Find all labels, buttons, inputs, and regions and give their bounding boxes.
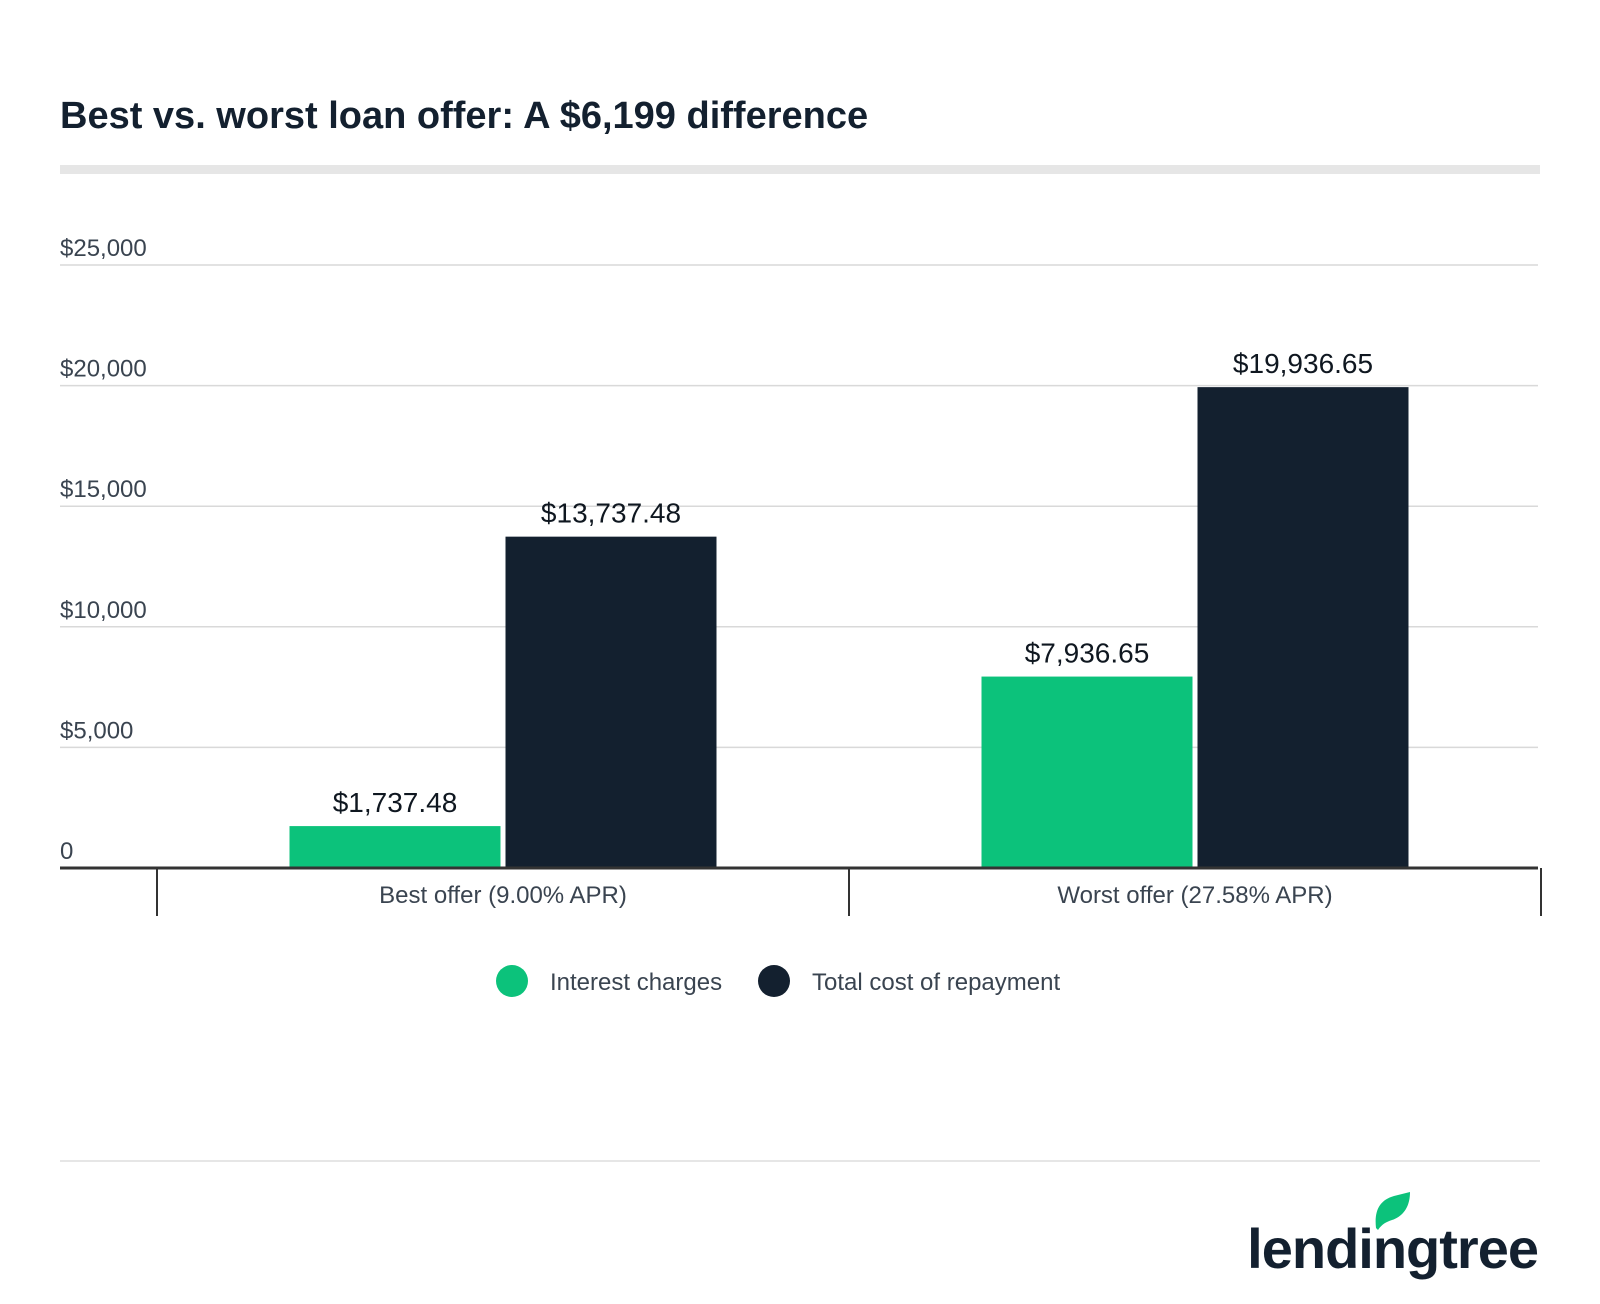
interest-charges-bar: [981, 676, 1193, 868]
chart-title: Best vs. worst loan offer: A $6,199 diff…: [60, 95, 868, 137]
legend-label: Interest charges: [550, 969, 722, 996]
total-cost-bar: [505, 536, 717, 868]
data-label: $13,737.48: [541, 498, 681, 529]
y-tick-label: $20,000: [60, 356, 147, 383]
x-tick-label: Worst offer (27.58% APR): [1057, 882, 1332, 909]
leaf-icon: [1375, 1192, 1410, 1230]
y-tick-label: $25,000: [60, 235, 147, 262]
legend: Interest charges Total cost of repayment: [496, 965, 1060, 997]
data-label: $7,936.65: [1025, 638, 1150, 669]
y-tick-label: $5,000: [60, 717, 133, 744]
legend-swatch: [758, 965, 790, 997]
data-label: $19,936.65: [1233, 348, 1373, 379]
total-cost-bar: [1197, 387, 1409, 868]
interest-charges-bar: [289, 826, 501, 868]
y-tick-label: 0: [60, 838, 73, 865]
legend-swatch: [496, 965, 528, 997]
x-tick-label: Best offer (9.00% APR): [379, 882, 627, 909]
footer-divider: [60, 1160, 1540, 1162]
data-labels: $1,737.48 $13,737.48 $7,936.65 $19,936.65: [333, 348, 1373, 818]
x-axis: [60, 866, 1542, 916]
x-axis-ticks: Best offer (9.00% APR) Worst offer (27.58…: [379, 882, 1332, 909]
legend-label: Total cost of repayment: [812, 969, 1060, 996]
y-tick-label: $15,000: [60, 476, 147, 503]
y-tick-label: $10,000: [60, 597, 147, 624]
y-axis-ticks: 0 $5,000 $10,000 $15,000 $20,000 $25,000: [60, 235, 147, 865]
lendingtree-logo: lendingtree: [1247, 1192, 1539, 1280]
bars: [289, 387, 1409, 868]
data-label: $1,737.48: [333, 787, 458, 818]
title-divider: [60, 165, 1540, 174]
logo-wordmark: lendingtree: [1247, 1217, 1538, 1280]
